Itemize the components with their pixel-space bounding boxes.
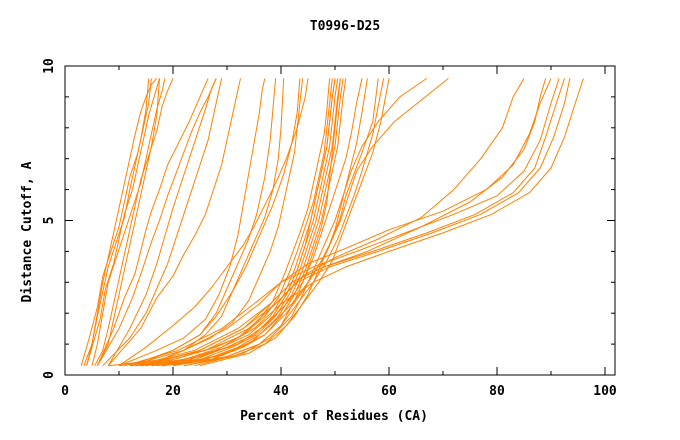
x-tick-label: 0 [61, 384, 69, 399]
series-line-13 [118, 78, 266, 367]
x-tick-label: 80 [489, 384, 505, 399]
series-line-33 [194, 77, 428, 367]
y-tick-label: 0 [42, 371, 57, 379]
series-line-7 [96, 78, 160, 366]
series-line-38 [124, 78, 560, 367]
series-line-41 [162, 78, 584, 367]
series-line-19 [108, 78, 331, 367]
series-line-8 [96, 78, 209, 366]
axis-ticks: 0 20 40 60 80 100 0 5 10 [42, 58, 617, 399]
x-tick-label: 20 [165, 384, 181, 399]
series-line-20 [118, 78, 333, 367]
x-tick-label: 60 [381, 384, 397, 399]
y-tick-label: 5 [42, 217, 57, 225]
series-line-10 [107, 78, 217, 366]
series-line-3 [80, 78, 152, 366]
series-line-4 [91, 78, 166, 366]
series-line-23 [151, 78, 341, 367]
series-line-32 [183, 78, 390, 367]
series-line-40 [151, 78, 571, 367]
series-line-16 [135, 78, 301, 367]
series-line-31 [172, 78, 385, 367]
plot-lines [80, 77, 584, 367]
series-line-18 [118, 78, 309, 367]
x-tick-label: 40 [273, 384, 289, 399]
series-line-12 [107, 78, 241, 367]
series-line-22 [140, 78, 339, 367]
series-line-14 [129, 78, 277, 367]
series-line-1 [83, 78, 158, 366]
x-tick-label: 100 [593, 384, 617, 399]
series-line-28 [145, 78, 363, 367]
series-line-25 [135, 78, 336, 367]
series-line-9 [96, 78, 217, 366]
chart-title: T0996-D25 [310, 19, 380, 34]
series-line-34 [199, 78, 449, 367]
y-axis-label: Distance Cutoff, A [20, 161, 35, 302]
y-tick-label: 10 [42, 58, 57, 74]
series-line-24 [156, 78, 344, 367]
series-line-15 [145, 78, 285, 367]
series-line-36 [135, 78, 547, 367]
series-line-30 [162, 78, 379, 367]
series-line-6 [94, 78, 174, 366]
series-line-5 [86, 78, 150, 366]
series-line-37 [129, 78, 552, 367]
series-line-11 [102, 78, 223, 367]
series-line-39 [145, 78, 565, 367]
series-line-2 [86, 78, 160, 366]
x-axis-label: Percent of Residues (CA) [240, 409, 428, 424]
series-line-17 [145, 78, 304, 367]
